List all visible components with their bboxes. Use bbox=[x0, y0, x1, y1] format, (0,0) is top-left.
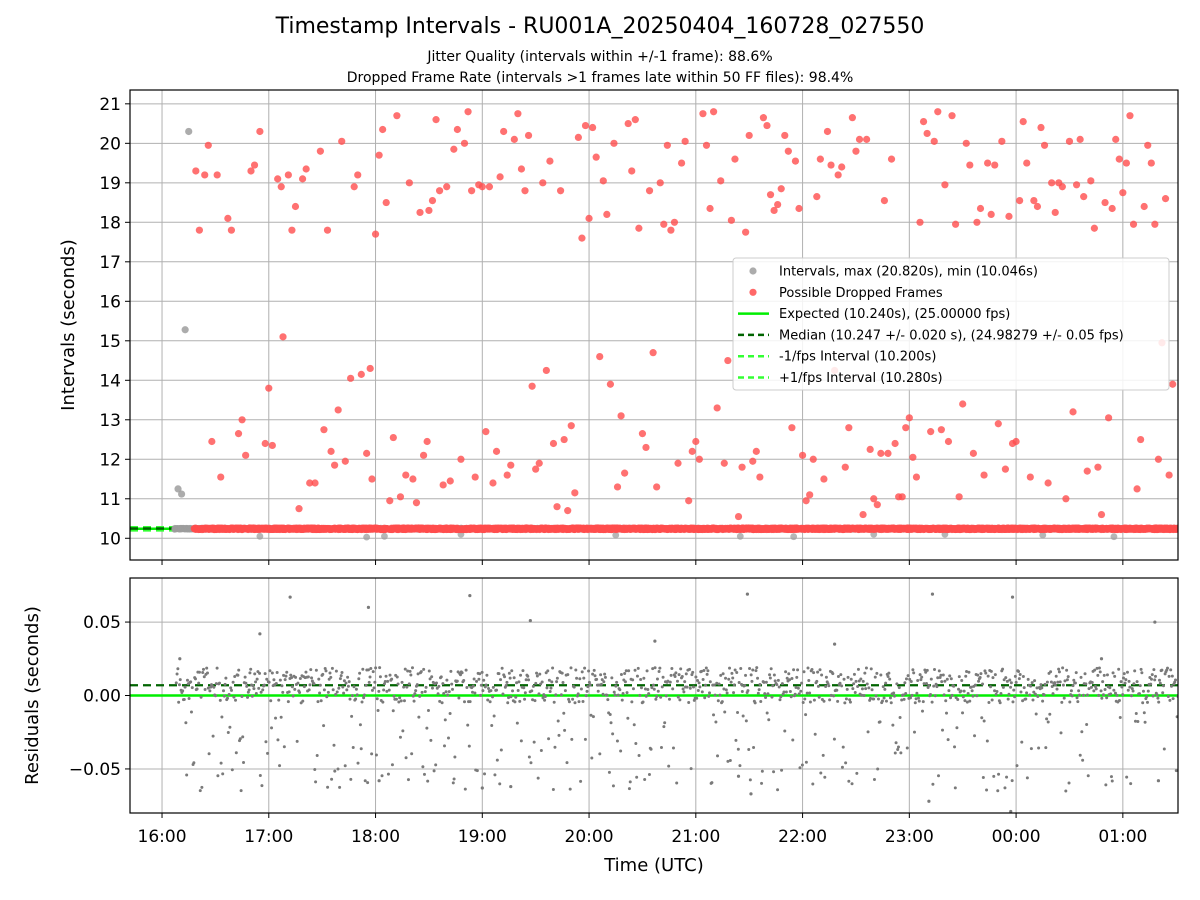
intervals-plot-area bbox=[130, 108, 1178, 541]
interval-point bbox=[612, 531, 620, 539]
interval-point bbox=[736, 532, 744, 540]
interval-point bbox=[381, 532, 388, 540]
interval-point bbox=[181, 326, 189, 334]
interval-point bbox=[174, 485, 182, 493]
interval-point bbox=[177, 490, 186, 498]
chart-subtitle-dropped: Dropped Frame Rate (intervals >1 frames … bbox=[346, 70, 854, 86]
interval-point bbox=[185, 127, 193, 136]
interval-point bbox=[790, 533, 798, 541]
chart-subtitle-jitter: Jitter Quality (intervals within +/-1 fr… bbox=[427, 49, 773, 65]
interval-point bbox=[363, 533, 371, 541]
interval-point bbox=[256, 532, 264, 540]
interval-point bbox=[1039, 531, 1047, 539]
interval-point bbox=[1110, 533, 1118, 541]
chart-title: Timestamp Intervals - RU001A_20250404_16… bbox=[275, 14, 925, 39]
